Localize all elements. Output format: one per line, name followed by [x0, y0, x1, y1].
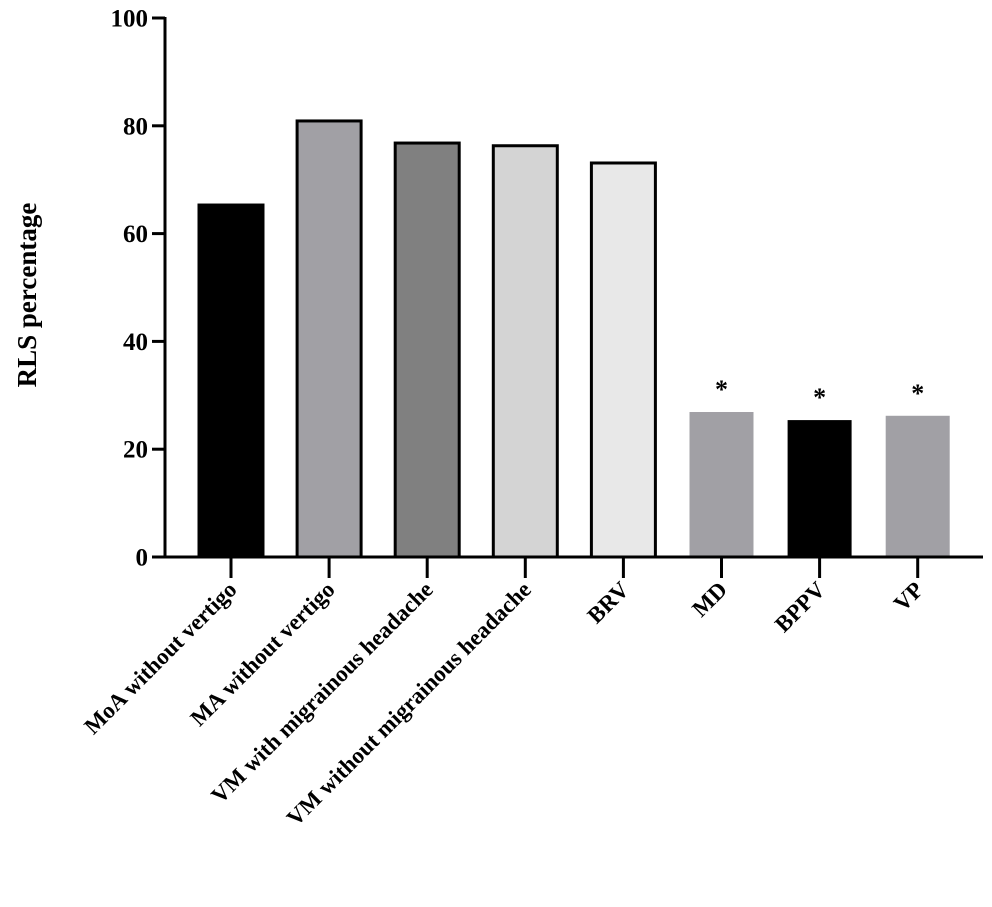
y-tick-label: 100 [111, 6, 149, 33]
significance-asterisk: * [813, 383, 826, 412]
significance-asterisk: * [911, 379, 924, 408]
bars: * * * [197, 119, 950, 559]
y-tick-label: 20 [123, 437, 148, 464]
y-tick-label: 0 [136, 545, 149, 572]
bar [197, 203, 265, 559]
y-axis: 0 20 40 60 80 100 [111, 6, 167, 572]
x-tick-label: BRV [582, 577, 634, 629]
bar [295, 119, 363, 559]
bar [589, 161, 657, 559]
y-tick-label: 40 [123, 329, 148, 356]
bar [393, 141, 461, 559]
y-tick-label: 80 [123, 113, 148, 140]
bar [689, 412, 754, 557]
y-tick-label: 60 [123, 221, 148, 248]
x-tick-label: BPPV [770, 577, 830, 637]
significance-asterisk: * [715, 375, 728, 404]
x-tick-label: MD [687, 577, 732, 622]
bar [885, 415, 950, 557]
x-tick-label: VP [889, 577, 928, 616]
y-axis-title: RLS percentage [12, 203, 42, 388]
bar [491, 144, 559, 559]
bar [787, 420, 852, 557]
